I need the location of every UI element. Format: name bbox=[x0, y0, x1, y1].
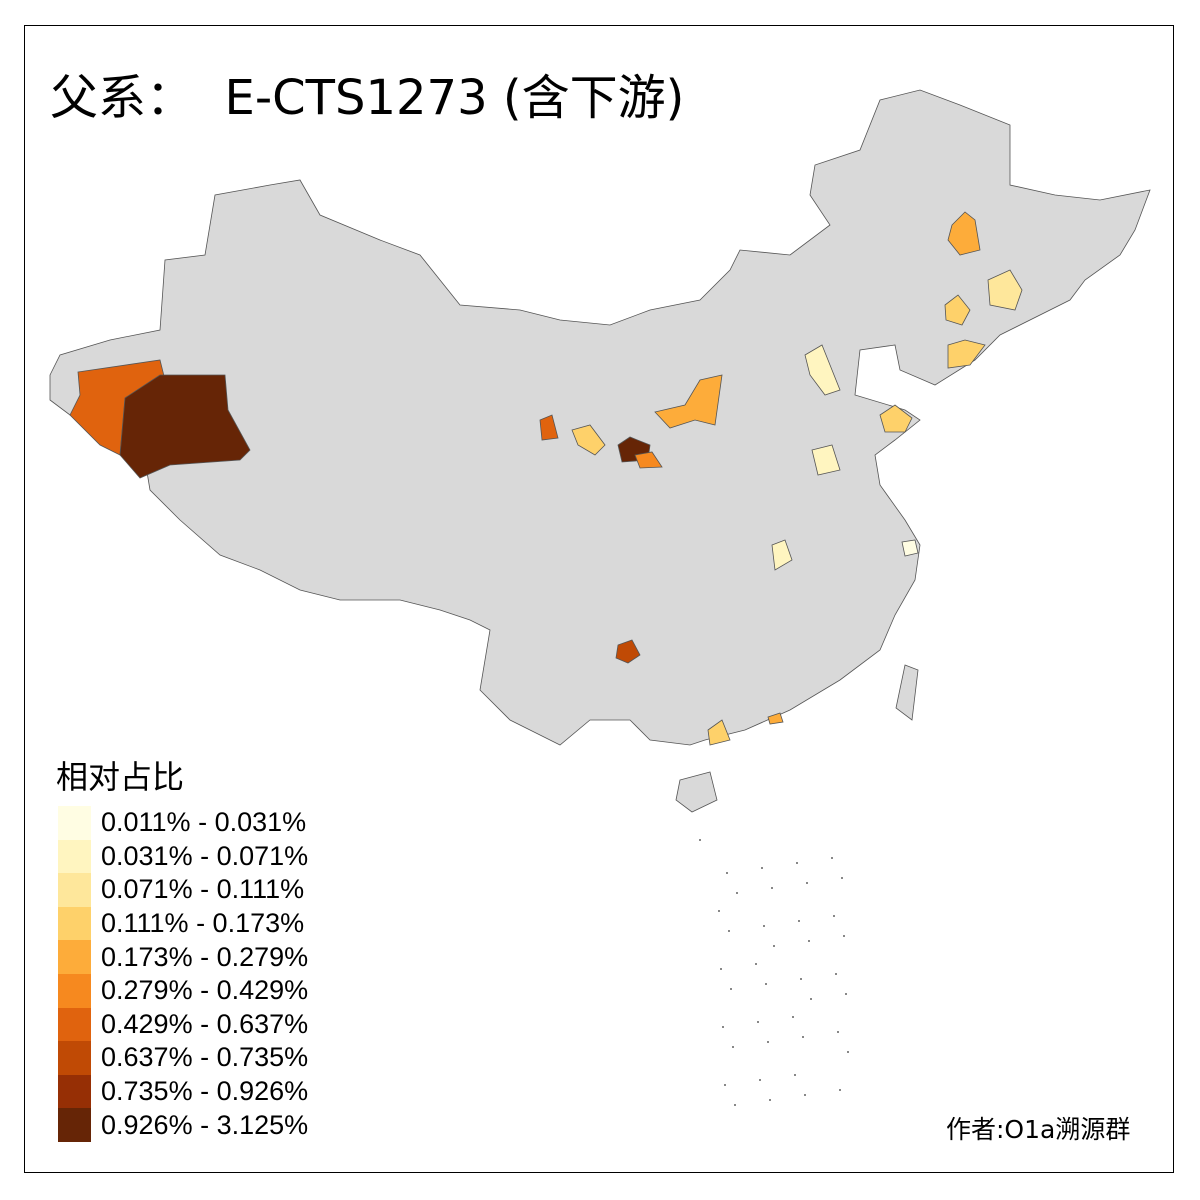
island-dot bbox=[732, 1046, 734, 1048]
legend-item: 0.926% - 3.125% bbox=[58, 1108, 308, 1142]
legend-label: 0.031% - 0.071% bbox=[101, 840, 309, 871]
island-dot bbox=[808, 940, 810, 942]
legend-item: 0.031% - 0.071% bbox=[58, 839, 309, 874]
region-guangdong-2 bbox=[767, 712, 784, 725]
island-dot bbox=[757, 1021, 759, 1023]
legend-item: 0.011% - 0.031% bbox=[58, 806, 308, 840]
region-henan bbox=[811, 444, 841, 476]
island-dot bbox=[769, 1099, 771, 1101]
plot-frame bbox=[24, 25, 1174, 1173]
legend-item: 0.111% - 0.173% bbox=[58, 906, 308, 941]
island-dot bbox=[798, 920, 800, 922]
legend-label: 0.637% - 0.735% bbox=[101, 1042, 309, 1073]
island-dot bbox=[806, 882, 808, 884]
legend-label: 0.735% - 0.926% bbox=[101, 1076, 309, 1107]
legend-item: 0.429% - 0.637% bbox=[58, 1007, 309, 1042]
island-dot bbox=[722, 1026, 724, 1028]
legend-label: 0.011% - 0.031% bbox=[101, 807, 307, 838]
island-dot bbox=[810, 998, 812, 1000]
legend-label: 0.926% - 3.125% bbox=[101, 1109, 309, 1140]
island-dot bbox=[796, 862, 798, 864]
region-jilin bbox=[987, 269, 1023, 311]
region-xinjiang-south bbox=[119, 374, 251, 479]
legend-swatch bbox=[58, 1007, 91, 1042]
region-hubei bbox=[771, 539, 793, 571]
author-credit: 作者:O1a溯源群 bbox=[946, 1115, 1131, 1144]
island-dot bbox=[759, 1079, 761, 1081]
legend-title: 相对占比 bbox=[56, 758, 185, 796]
legend-item: 0.071% - 0.111% bbox=[58, 873, 308, 907]
region-guizhou bbox=[615, 639, 641, 664]
island-dot bbox=[843, 935, 845, 937]
island-dot bbox=[730, 988, 732, 990]
island-dot bbox=[763, 925, 765, 927]
island-dot bbox=[831, 857, 833, 859]
legend-item: 0.279% - 0.429% bbox=[58, 973, 309, 1008]
legend-label: 0.111% - 0.173% bbox=[101, 908, 305, 939]
island-dot bbox=[835, 973, 837, 975]
island-dot bbox=[837, 1031, 839, 1033]
legend-swatch bbox=[58, 873, 91, 907]
legend-item: 0.637% - 0.735% bbox=[58, 1041, 308, 1075]
legend-swatch bbox=[58, 906, 91, 941]
island-dot bbox=[792, 1016, 794, 1018]
region-shaanxi-north bbox=[654, 374, 723, 429]
island-dot bbox=[720, 968, 722, 970]
legend-swatch bbox=[58, 839, 91, 874]
region-beijing bbox=[804, 344, 841, 396]
region-shandong bbox=[879, 404, 913, 433]
region-gansu-3 bbox=[634, 451, 663, 469]
island-dot bbox=[761, 867, 763, 869]
legend-item: 0.735% - 0.926% bbox=[58, 1074, 309, 1109]
island-dot bbox=[755, 963, 757, 965]
legend-swatch bbox=[58, 940, 91, 974]
island-dot bbox=[841, 877, 843, 879]
legend: 0.011% - 0.031% 0.031% - 0.071% 0.071% - 0… bbox=[58, 806, 308, 1142]
legend-swatch bbox=[58, 973, 91, 1008]
region-guangdong-1 bbox=[707, 719, 731, 746]
island-dot bbox=[726, 872, 728, 874]
region-liaoning-2 bbox=[947, 339, 986, 369]
taiwan-island bbox=[895, 664, 919, 721]
map-title: 父系： E-CTS1273 (含下游) bbox=[50, 70, 685, 126]
island-dot bbox=[767, 1041, 769, 1043]
island-dot bbox=[724, 1084, 726, 1086]
island-dot bbox=[845, 993, 847, 995]
legend-swatch bbox=[58, 806, 91, 840]
island-dot bbox=[839, 1089, 841, 1091]
legend-label: 0.279% - 0.429% bbox=[101, 975, 309, 1006]
legend-swatch bbox=[58, 1108, 91, 1142]
region-northeast-1 bbox=[947, 211, 981, 256]
island-dot bbox=[765, 983, 767, 985]
island-dot bbox=[728, 930, 730, 932]
island-dot bbox=[736, 892, 738, 894]
legend-label: 0.173% - 0.279% bbox=[101, 941, 309, 972]
island-dot bbox=[802, 1036, 804, 1038]
island-dot bbox=[771, 887, 773, 889]
legend-swatch bbox=[58, 1041, 91, 1075]
region-gansu-1 bbox=[571, 424, 606, 456]
island-dot bbox=[699, 839, 701, 841]
island-dot bbox=[800, 978, 802, 980]
island-dot bbox=[773, 945, 775, 947]
legend-swatch bbox=[58, 1074, 91, 1109]
island-dot bbox=[847, 1051, 849, 1053]
island-dot bbox=[804, 1094, 806, 1096]
region-shanghai bbox=[901, 539, 919, 557]
island-dot bbox=[718, 910, 720, 912]
island-dot bbox=[734, 1104, 736, 1106]
hainan-island bbox=[675, 771, 718, 813]
island-dot bbox=[833, 915, 835, 917]
region-liaoning-1 bbox=[944, 294, 971, 326]
legend-item: 0.173% - 0.279% bbox=[58, 940, 308, 974]
legend-label: 0.071% - 0.111% bbox=[101, 874, 305, 905]
china-mainland bbox=[49, 89, 1151, 746]
region-qinghai bbox=[539, 414, 559, 441]
legend-label: 0.429% - 0.637% bbox=[101, 1008, 309, 1039]
island-dot bbox=[794, 1074, 796, 1076]
